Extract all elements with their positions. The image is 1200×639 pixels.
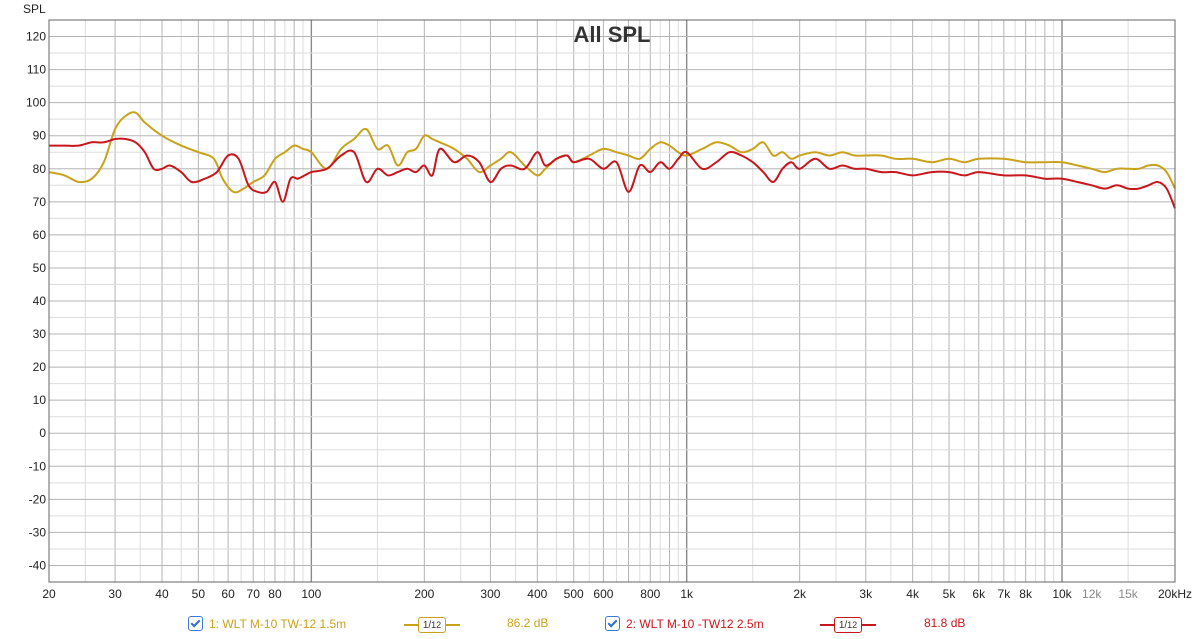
legend: 1: WLT M-10 TW-12 1.5m 1/12 86.2 dB 2: W…	[0, 613, 1200, 637]
x-tick-label: 60	[221, 587, 235, 601]
series-2-checkbox[interactable]	[605, 616, 620, 631]
series-2-label[interactable]: 2: WLT M-10 -TW12 2.5m	[626, 616, 764, 631]
legend-item-2[interactable]: 2: WLT M-10 -TW12 2.5m	[605, 616, 764, 631]
y-tick-label: -30	[29, 525, 47, 539]
x-tick-labels: 20 30 40 50 60 70 80 100 200 300 400 500 600 800 1k 2k 3…	[42, 587, 1192, 601]
x-tick-label: 8k	[1019, 587, 1033, 601]
series-2-smoothing-den: 12	[847, 620, 858, 630]
x-tick-label: 500	[564, 587, 584, 601]
y-tick-label: 100	[26, 96, 46, 110]
x-tick-label: 300	[480, 587, 500, 601]
series-1-level: 86.2 dB	[507, 616, 548, 630]
x-tick-label: 1k	[680, 587, 694, 601]
y-tick-label: 110	[27, 63, 46, 77]
x-tick-label: 20kHz	[1158, 587, 1192, 601]
x-tick-label: 6k	[972, 587, 986, 601]
chart-title: All SPL	[573, 22, 650, 47]
y-tick-label: 80	[33, 162, 47, 176]
x-tick-label: 50	[192, 587, 206, 601]
y-tick-label: -20	[29, 492, 47, 506]
x-tick-label: 20	[42, 587, 56, 601]
series-1-smoothing[interactable]: 1/12	[404, 617, 460, 633]
x-tick-label: 5k	[943, 587, 957, 601]
series-2-level-value: 81.8 dB	[924, 616, 966, 630]
series-1-checkbox[interactable]	[188, 616, 203, 631]
x-tick-label: 800	[640, 587, 660, 601]
series-1-level-value: 86.2 dB	[507, 616, 549, 630]
y-tick-label: 10	[33, 393, 47, 407]
x-tick-label: 100	[301, 587, 321, 601]
series-1-smoothing-den: 12	[431, 620, 442, 630]
y-tick-label: 70	[33, 195, 47, 209]
y-tick-label: 60	[33, 228, 47, 242]
x-tick-label: 80	[268, 587, 282, 601]
x-tick-label: 2k	[793, 587, 807, 601]
x-tick-label: 12k	[1082, 587, 1102, 601]
plot-frame	[48, 19, 1176, 583]
spl-chart: 1201101009080706050403020100-10-20-30-40…	[23, 2, 1192, 601]
series-2-smoothing-num: 1	[838, 620, 845, 631]
x-tick-label: 3k	[859, 587, 873, 601]
y-tick-label: -40	[29, 558, 47, 572]
x-tick-label: 200	[414, 587, 434, 601]
x-tick-label: 70	[247, 587, 261, 601]
y-tick-label: 40	[33, 294, 47, 308]
y-tick-label: 0	[39, 426, 46, 440]
y-axis-label: SPL	[23, 2, 46, 16]
grid	[48, 19, 1176, 583]
x-tick-label: 600	[593, 587, 613, 601]
y-tick-label: 90	[33, 129, 47, 143]
y-tick-label: 20	[33, 360, 47, 374]
y-tick-label: 50	[33, 261, 47, 275]
x-tick-label: 7k	[998, 587, 1012, 601]
series-2-level: 81.8 dB	[924, 616, 965, 630]
x-tick-label: 400	[527, 587, 547, 601]
series-layer	[48, 111, 1176, 209]
x-tick-label: 40	[155, 587, 169, 601]
series-1-smoothing-num: 1	[422, 620, 429, 631]
y-tick-label: 120	[26, 30, 46, 44]
x-tick-label: 10k	[1052, 587, 1072, 601]
y-tick-label: 30	[33, 327, 47, 341]
series-2-line	[48, 137, 1176, 209]
x-tick-label: 15k	[1118, 587, 1138, 601]
series-1-label[interactable]: 1: WLT M-10 TW-12 1.5m	[209, 616, 347, 631]
legend-item-1[interactable]: 1: WLT M-10 TW-12 1.5m	[188, 616, 346, 631]
x-tick-label: 30	[108, 587, 122, 601]
series-2-smoothing[interactable]: 1/12	[820, 617, 876, 633]
y-tick-label: -10	[29, 459, 47, 473]
x-tick-label: 4k	[906, 587, 920, 601]
